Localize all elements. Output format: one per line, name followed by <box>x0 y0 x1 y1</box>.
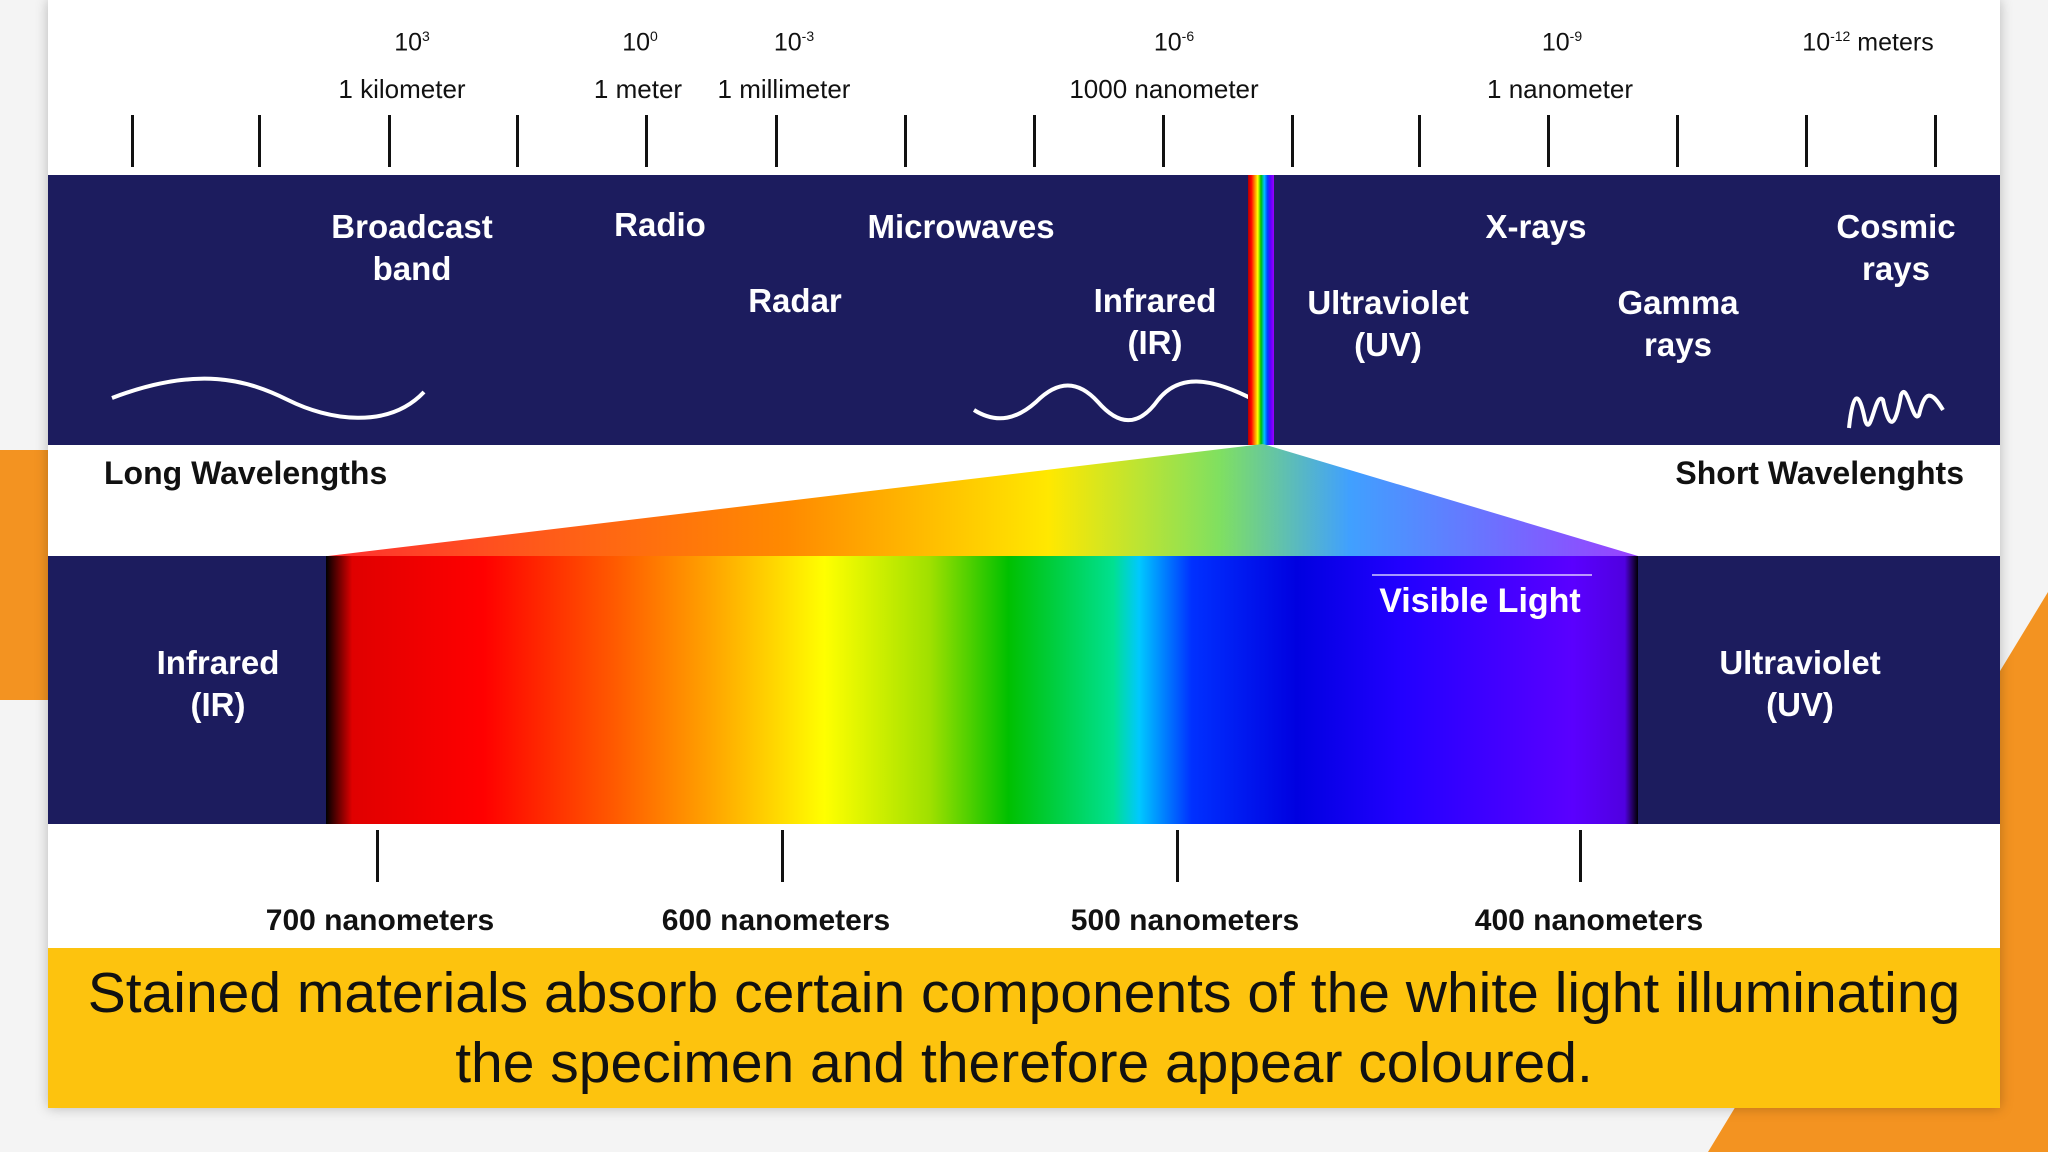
scale-tick <box>1162 115 1165 167</box>
nm-tick <box>1579 830 1582 882</box>
band-label-gamma: Gamma rays <box>1617 284 1739 363</box>
scale-exponent: 103 <box>394 28 430 57</box>
band-label-xrays: X-rays <box>1485 208 1587 245</box>
scale-unit-label: 1 kilometer <box>338 74 466 104</box>
scale-tick <box>1033 115 1036 167</box>
short-wavelengths-label: Short Wavelenghts <box>1675 455 1964 491</box>
scale-tick <box>645 115 648 167</box>
scale-tick <box>1291 115 1294 167</box>
band-label-radar: Radar <box>748 282 842 319</box>
nm-label: 500 nanometers <box>1070 904 1300 937</box>
band-label-cosmic: Cosmic rays <box>1836 208 1956 287</box>
scale-tick <box>1547 115 1550 167</box>
visible-ultraviolet-label: Ultraviolet (UV) <box>1719 644 1881 723</box>
scale-tick <box>258 115 261 167</box>
scale-exponent: 10-6 <box>1153 28 1195 57</box>
scale-unit-label: 1 millimeter <box>717 74 851 104</box>
scale-exponent: 10-3 <box>773 28 815 57</box>
visible-light-underline <box>1372 574 1592 576</box>
scale-tick <box>1418 115 1421 167</box>
scale-tick <box>1934 115 1937 167</box>
slide: 103 100 10-3 10-6 10-9 10-12 meters 1 ki… <box>48 0 2000 1108</box>
nm-label: 400 nanometers <box>1474 904 1704 937</box>
scale-exponent: 100 <box>622 28 658 57</box>
caption-bar <box>48 948 2000 1108</box>
scale-tick <box>775 115 778 167</box>
scale-tick <box>131 115 134 167</box>
scale-tick <box>1805 115 1808 167</box>
scale-exponent: 10-9 <box>1541 28 1583 57</box>
band-label-infrared: Infrared (IR) <box>1093 282 1217 361</box>
nm-tick <box>781 830 784 882</box>
scale-unit-label: 1 meter <box>593 74 683 104</box>
visible-band-marker <box>1248 175 1274 445</box>
scale-unit-label: 1000 nanometer <box>1069 74 1259 104</box>
band-label-ultraviolet: Ultraviolet (UV) <box>1307 284 1469 363</box>
nm-tick <box>376 830 379 882</box>
scale-tick <box>388 115 391 167</box>
scale-unit-label: 1 nanometer <box>1487 74 1633 104</box>
short-wave-icon <box>1847 390 1945 429</box>
visible-spectrum-gradient <box>326 556 1638 824</box>
caption-text: Stained materials absorb certain compone… <box>87 961 1961 1095</box>
band-label-microwaves: Microwaves <box>867 208 1055 245</box>
nm-label: 600 nanometers <box>661 904 891 937</box>
em-spectrum-band <box>48 175 2000 445</box>
scale-tick <box>1676 115 1679 167</box>
band-label-broadcast: Broadcast band <box>331 208 493 287</box>
medium-wave-icon <box>972 379 1259 423</box>
visible-light-title: Visible Light <box>1379 582 1581 620</box>
scale-exponent: 10-12 meters <box>1802 28 1934 57</box>
band-label-radio: Radio <box>614 206 706 243</box>
visible-infrared-label: Infrared (IR) <box>156 644 280 723</box>
scale-tick <box>516 115 519 167</box>
nm-tick <box>1176 830 1179 882</box>
scale-tick <box>904 115 907 167</box>
visible-light-fan <box>328 444 1638 556</box>
nm-label: 700 nanometers <box>265 904 495 937</box>
long-wavelengths-label: Long Wavelengths <box>104 455 388 491</box>
long-wave-icon <box>111 376 426 420</box>
